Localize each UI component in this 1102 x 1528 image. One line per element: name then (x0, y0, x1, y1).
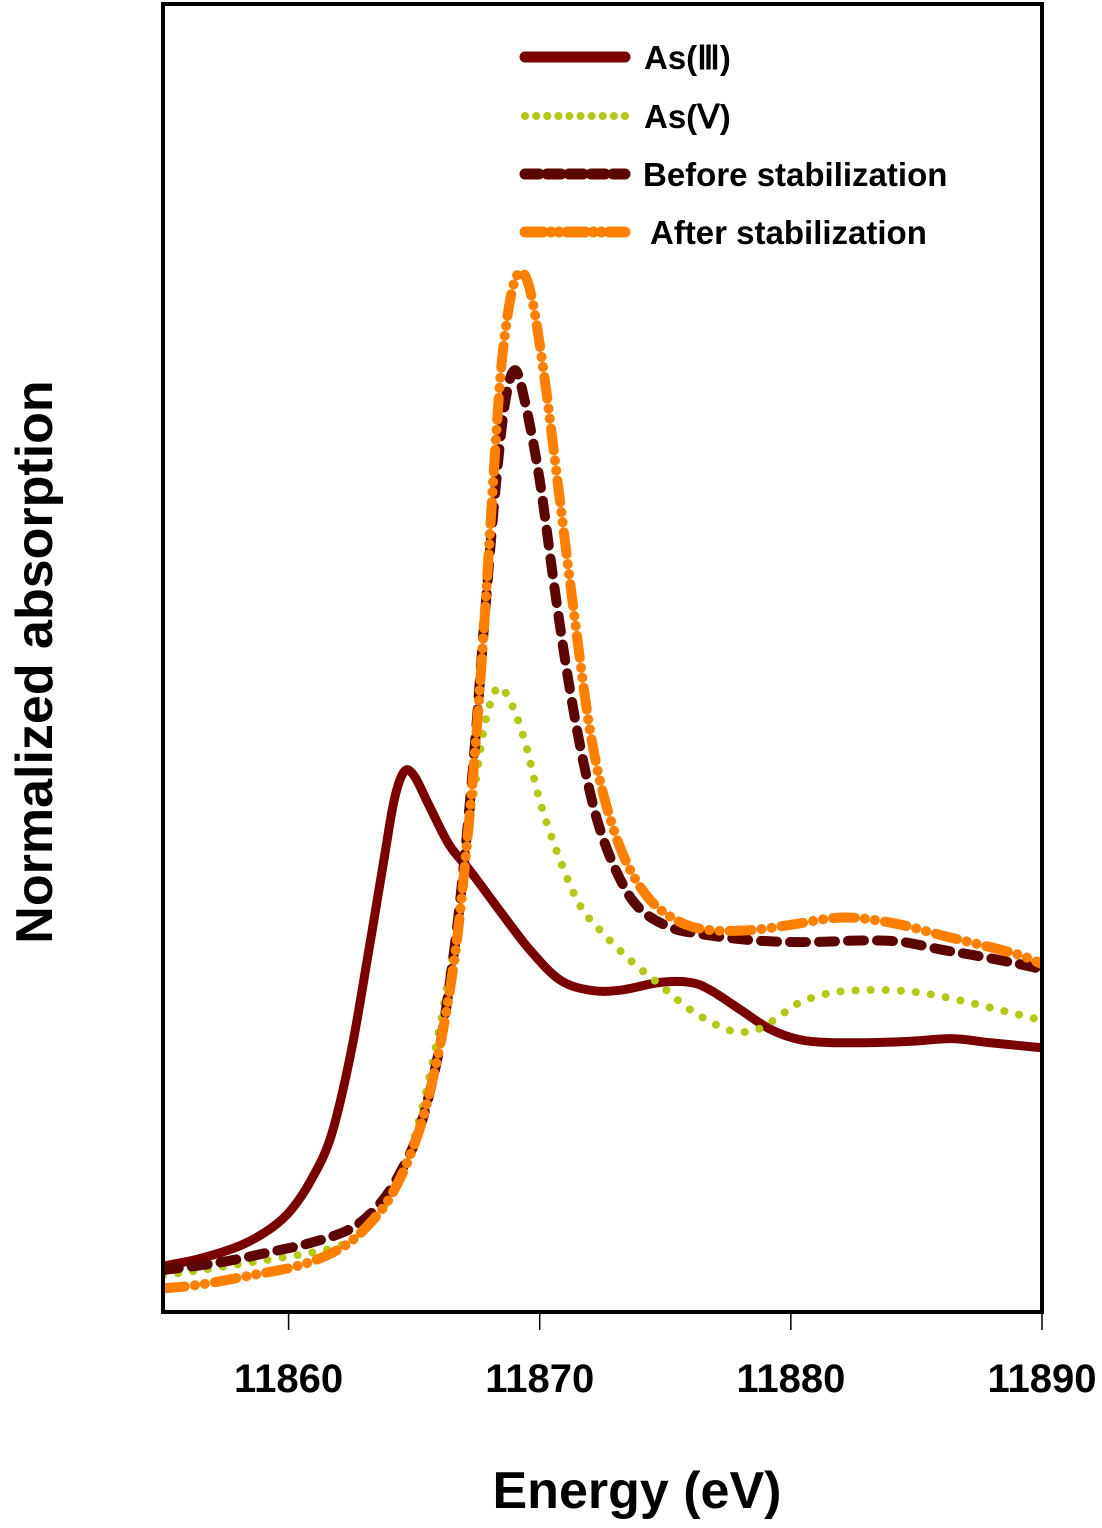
series-line-2 (163, 682, 1042, 1280)
series-layer (163, 266, 1042, 1294)
x-axis-title: Energy (eV) (493, 1462, 782, 1520)
legend: As(Ⅲ) As(Ⅴ) Before stabilization After stab… (519, 39, 947, 251)
x-tick-label: 11860 (234, 1357, 343, 1401)
legend-label-3: Before stabilization (643, 156, 947, 193)
x-tick-label: 11880 (736, 1357, 845, 1401)
legend-label-2: As(Ⅴ) (644, 98, 731, 135)
series-line-1 (163, 765, 1042, 1271)
legend-label-1: As(Ⅲ) (644, 39, 731, 76)
series-line-4 (163, 266, 1042, 1294)
x-axis-ticks: 11860 11870 11880 11890 (234, 1312, 1097, 1401)
legend-label-4: After stabilization (650, 214, 927, 251)
x-tick-label: 11890 (987, 1357, 1096, 1401)
y-axis-title: Normalized absorption (6, 380, 64, 943)
plot-frame (161, 2, 1044, 1314)
x-tick-label: 11870 (485, 1357, 594, 1401)
